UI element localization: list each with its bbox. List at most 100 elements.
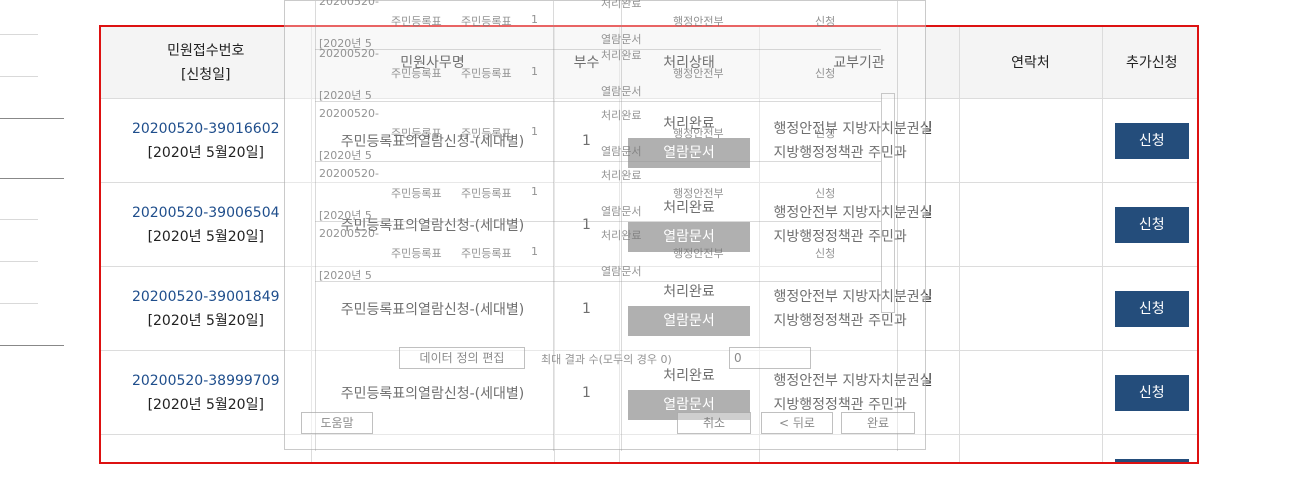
- view-document-button[interactable]: 열람문서: [628, 305, 750, 336]
- ghost-row-divider: [315, 221, 881, 222]
- application-date: [2020년 5월20일]: [147, 144, 264, 161]
- agency-line2: 지방행정정책관 주민과: [773, 396, 907, 413]
- application-history-table-frame: 민원접수번호 [신청일] 민원사무명 부수 처리상태 교부기관 연락처 추가신청…: [99, 25, 1199, 464]
- application-number-link[interactable]: 20200520-38999709: [131, 372, 280, 389]
- status-text: 처리완료: [663, 283, 715, 300]
- ghost-row-view: 열람문서: [601, 145, 642, 158]
- apply-button[interactable]: 신청: [1114, 458, 1189, 462]
- application-history-table: 민원접수번호 [신청일] 민원사무명 부수 처리상태 교부기관 연락처 추가신청…: [101, 27, 1197, 462]
- application-date: [2020년 5월20일]: [147, 312, 264, 329]
- apply-button[interactable]: 신청: [1114, 290, 1189, 327]
- ghost-row-date: [2020년 5: [319, 37, 372, 50]
- ghost-row-number: 20200520-: [319, 107, 379, 120]
- cell-contact: [959, 98, 1103, 183]
- ghost-row-name: 주민등록표: [391, 67, 442, 80]
- ghost-row-apply: 신청: [815, 187, 836, 200]
- max-results-input[interactable]: 0: [729, 347, 811, 369]
- table-row: 20200520-39001849 [2020년 5월20일] 주민등록표의열람신청…: [101, 266, 1197, 351]
- nav-divider: [0, 76, 38, 77]
- ghost-row-count: 1: [531, 13, 538, 26]
- ghost-row-agency: 행정안전부: [673, 15, 724, 28]
- nav-divider: [0, 219, 38, 220]
- agency-line2: 지방행정정책관 주민과: [773, 312, 907, 329]
- agency-line1: 행정안전부 지방자치분권실: [773, 372, 933, 389]
- ghost-row-name2: 주민등록표: [461, 15, 512, 28]
- ghost-row-date: [2020년 5: [319, 149, 372, 162]
- ghost-row-status: 처리완료: [601, 49, 642, 62]
- ghost-row-status: 처리완료: [601, 229, 642, 242]
- apply-button[interactable]: 신청: [1114, 206, 1189, 243]
- apply-button[interactable]: 신청: [1114, 122, 1189, 159]
- header-number-label: 민원접수번호: [167, 42, 245, 59]
- header-application-number: 민원접수번호 [신청일]: [101, 27, 312, 99]
- ghost-gridline: [897, 1, 898, 451]
- agency-line2: 지방행정정책관 주민과: [773, 144, 907, 161]
- status-text: 처리완료: [663, 367, 715, 384]
- ghost-row-status: 처리완료: [601, 0, 642, 10]
- table-row: 20200520-38999709 [2020년 5월20일] 주민등록표의열람신청…: [101, 350, 1197, 435]
- application-number-link[interactable]: 20200520-39006504: [131, 204, 280, 221]
- cell-additional-apply: 신청: [1102, 350, 1197, 435]
- ghost-row-view: 열람문서: [601, 33, 642, 46]
- finish-button[interactable]: 완료: [841, 412, 915, 434]
- header-service-name: 민원사무명: [311, 27, 555, 99]
- view-document-button[interactable]: 열람문서: [628, 137, 750, 168]
- application-number-link[interactable]: 20200520-39016602: [131, 120, 280, 137]
- ghost-row-date: [2020년 5: [319, 89, 372, 102]
- cell-count: 1: [554, 350, 620, 435]
- ghost-row-agency: 행정안전부: [673, 247, 724, 260]
- nav-divider: [0, 34, 38, 35]
- ghost-row-number: 20200520-: [319, 47, 379, 60]
- cell-service-name: 주민등록표의열람신청-(세대별): [311, 182, 555, 267]
- ghost-row-number: 20200520-: [319, 0, 379, 8]
- cell-contact: [959, 434, 1103, 462]
- ghost-row-status: 처리완료: [601, 169, 642, 182]
- help-button[interactable]: 도움말: [301, 412, 373, 434]
- left-nav: [0, 0, 64, 490]
- ghost-row-view: 열람문서: [601, 265, 642, 278]
- apply-button[interactable]: 신청: [1114, 374, 1189, 411]
- cell-service-name: [311, 434, 555, 462]
- application-number-link[interactable]: 20200520-39001849: [131, 288, 280, 305]
- edit-data-definition-button[interactable]: 데이터 정의 편집: [399, 347, 525, 369]
- cell-contact: [959, 350, 1103, 435]
- back-button[interactable]: < 뒤로: [761, 412, 833, 434]
- cell-service-name: 주민등록표의열람신청-(세대별): [311, 266, 555, 351]
- cell-additional-apply: 신청: [1102, 98, 1197, 183]
- application-date: [2020년 5월20일]: [147, 228, 264, 245]
- ghost-scrollbar[interactable]: [881, 93, 895, 313]
- ghost-row-divider: [315, 101, 881, 102]
- header-date-label: [신청일]: [180, 66, 231, 83]
- cell-application-number: 20200520-39016602 [2020년 5월20일]: [101, 98, 312, 183]
- cell-application-number: 20200520-39006504 [2020년 5월20일]: [101, 182, 312, 267]
- ghost-gridline: [315, 1, 316, 451]
- cell-count: 1: [554, 266, 620, 351]
- ghost-row-divider: [315, 281, 881, 282]
- cell-application-number: 20200520-39001849 [2020년 5월20일]: [101, 266, 312, 351]
- cell-status: 처리완료 열람문서: [619, 182, 760, 267]
- max-results-label: 최대 결과 수(모두의 경우 0): [541, 353, 672, 366]
- ghost-row-apply: 신청: [815, 247, 836, 260]
- ghost-row-count: 1: [531, 125, 538, 138]
- view-document-button[interactable]: 열람문서: [628, 221, 750, 252]
- cell-application-number: 20200520-38999709 [2020년 5월20일]: [101, 350, 312, 435]
- nav-divider: [0, 261, 38, 262]
- nav-divider: [0, 178, 64, 179]
- header-count: 부수: [554, 27, 620, 99]
- cell-count: [554, 434, 620, 462]
- view-document-button[interactable]: 열람문서: [628, 389, 750, 420]
- table-header-row: 민원접수번호 [신청일] 민원사무명 부수 처리상태 교부기관 연락처 추가신청: [101, 27, 1197, 99]
- header-additional-apply: 추가신청: [1102, 27, 1197, 99]
- ghost-row-view: 열람문서: [601, 85, 642, 98]
- cell-additional-apply: 신청: [1102, 434, 1197, 462]
- ghost-row-divider: [315, 161, 881, 162]
- ghost-row-name2: 주민등록표: [461, 187, 512, 200]
- cancel-button[interactable]: 취소: [677, 412, 751, 434]
- cell-status: 처리완료 열람문서: [619, 98, 760, 183]
- ghost-row-date: [2020년 5: [319, 269, 372, 282]
- table-row: 20200520-38998563 처리완료행정안전부 지방자치분권실신청: [101, 434, 1197, 462]
- table-row: 20200520-39016602 [2020년 5월20일] 주민등록표의열람신청…: [101, 98, 1197, 183]
- cell-agency: 행정안전부 지방자치분권실 지방행정정책관 주민과: [759, 98, 960, 183]
